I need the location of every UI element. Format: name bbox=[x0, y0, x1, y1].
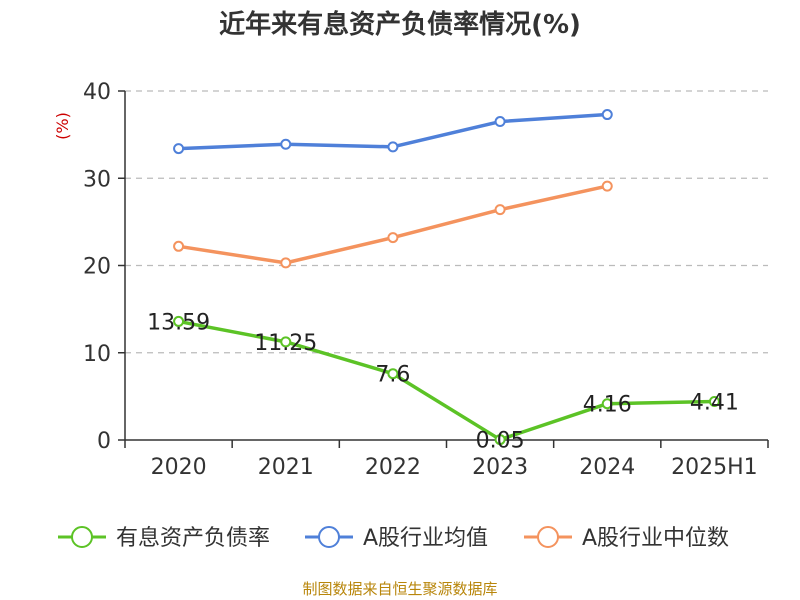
legend-item[interactable]: A股行业均值 bbox=[305, 526, 488, 551]
gridlines bbox=[118, 90, 768, 441]
y-tick-label: 40 bbox=[83, 80, 111, 105]
data-point bbox=[280, 138, 292, 150]
data-point bbox=[387, 368, 399, 380]
data-point bbox=[387, 141, 399, 153]
data-point bbox=[601, 398, 613, 410]
x-tick-label: 2022 bbox=[365, 455, 421, 480]
data-point bbox=[494, 116, 506, 128]
data-point bbox=[601, 180, 613, 192]
data-point bbox=[173, 143, 185, 155]
legend-marker bbox=[537, 526, 559, 548]
x-tick-label: 2025H1 bbox=[671, 455, 758, 480]
chart-title: 近年来有息资产负债率情况(%) bbox=[219, 9, 581, 40]
legend-item[interactable]: A股行业中位数 bbox=[524, 526, 729, 551]
legend-marker bbox=[71, 526, 93, 548]
legend-marker bbox=[318, 526, 340, 548]
data-point bbox=[708, 396, 720, 408]
x-tick-label: 2021 bbox=[258, 455, 314, 480]
y-tick-label: 20 bbox=[83, 255, 111, 280]
series-line bbox=[178, 319, 715, 442]
legend-label: A股行业中位数 bbox=[582, 526, 729, 551]
series-1 bbox=[173, 109, 613, 155]
data-label: 7.6 bbox=[375, 363, 410, 388]
data-label: 13.59 bbox=[147, 310, 210, 335]
x-tick-label: 2023 bbox=[472, 455, 528, 480]
data-label: 4.41 bbox=[690, 391, 739, 416]
y-axis-unit: (%) bbox=[53, 112, 72, 140]
data-point bbox=[387, 232, 399, 244]
data-point bbox=[280, 257, 292, 269]
data-point bbox=[494, 204, 506, 216]
series-2 bbox=[173, 180, 613, 269]
y-tick-label: 10 bbox=[83, 342, 111, 367]
data-point bbox=[173, 240, 185, 252]
legend-label: 有息资产负债率 bbox=[116, 526, 270, 551]
legend-label: A股行业均值 bbox=[363, 526, 488, 551]
y-tick-labels: 0 10 20 30 40 bbox=[83, 80, 111, 454]
axes bbox=[124, 91, 769, 448]
data-point bbox=[494, 434, 506, 446]
data-point bbox=[601, 109, 613, 121]
series-group bbox=[173, 109, 720, 446]
data-point bbox=[173, 315, 185, 327]
legend-item[interactable]: 有息资产负债率 bbox=[58, 526, 270, 551]
y-tick-label: 0 bbox=[97, 429, 111, 454]
source-note: 制图数据来自恒生聚源数据库 bbox=[302, 580, 497, 598]
data-label: 0.05 bbox=[476, 429, 525, 454]
data-label: 11.25 bbox=[254, 331, 317, 356]
data-labels: 13.59 11.25 7.6 0.05 4.16 4.41 bbox=[147, 310, 739, 453]
y-tick-label: 30 bbox=[83, 167, 111, 192]
data-label: 4.16 bbox=[583, 393, 632, 418]
x-tick-label: 2024 bbox=[579, 455, 635, 480]
legend[interactable]: 有息资产负债率 A股行业均值 A股行业中位数 bbox=[58, 526, 729, 551]
data-point bbox=[280, 336, 292, 348]
series-line bbox=[178, 184, 608, 265]
x-tick-label: 2020 bbox=[151, 455, 207, 480]
series-0 bbox=[173, 315, 720, 446]
x-tick-labels: 2020 2021 2022 2023 2024 2025H1 bbox=[151, 455, 758, 480]
